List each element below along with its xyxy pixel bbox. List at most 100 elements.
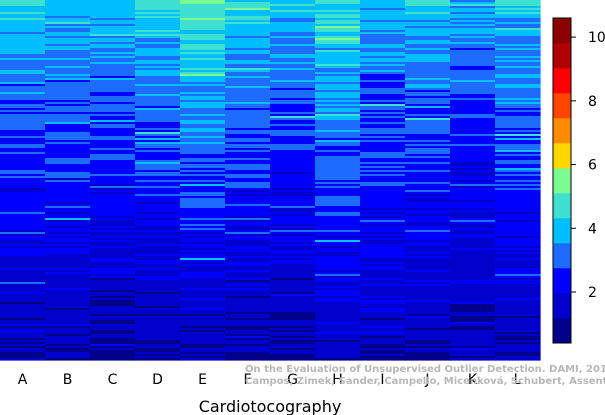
- heatmap-cell: [495, 224, 541, 227]
- heatmap-cell: [135, 276, 181, 279]
- heatmap-cell: [405, 318, 451, 321]
- heatmap-cell: [270, 278, 316, 281]
- heatmap-cell: [180, 358, 226, 361]
- heatmap-cell: [405, 202, 451, 205]
- heatmap-cell: [135, 296, 181, 299]
- heatmap-cell: [315, 216, 361, 219]
- heatmap-cell: [405, 340, 451, 343]
- heatmap-cell: [450, 240, 496, 243]
- heatmap-cell: [180, 222, 226, 225]
- heatmap-cell: [405, 60, 451, 63]
- heatmap-cell: [135, 198, 181, 201]
- heatmap-cell: [360, 242, 406, 245]
- heatmap-cell: [180, 56, 226, 59]
- heatmap-cell: [405, 280, 451, 283]
- heatmap-cell: [135, 174, 181, 177]
- heatmap-cell: [360, 202, 406, 205]
- heatmap-cell: [45, 56, 91, 59]
- heatmap-cell: [180, 346, 226, 349]
- heatmap-cell: [450, 52, 496, 55]
- heatmap-cell: [315, 290, 361, 293]
- heatmap-cell: [90, 58, 136, 61]
- heatmap-cell: [90, 298, 136, 301]
- heatmap-cell: [315, 126, 361, 129]
- heatmap-cell: [495, 320, 541, 323]
- heatmap-cell: [450, 228, 496, 231]
- heatmap-cell: [315, 56, 361, 59]
- heatmap-cell: [90, 156, 136, 159]
- heatmap-cell: [315, 38, 361, 41]
- heatmap-cell: [225, 124, 271, 127]
- heatmap-cell: [180, 334, 226, 337]
- heatmap-cell: [405, 108, 451, 111]
- heatmap-cell: [180, 302, 226, 305]
- heatmap-cell: [225, 224, 271, 227]
- heatmap-cell: [180, 202, 226, 205]
- heatmap-cell: [180, 80, 226, 83]
- heatmap-cell: [405, 314, 451, 317]
- heatmap-cell: [135, 298, 181, 301]
- heatmap-cell: [495, 188, 541, 191]
- x-tick-label: E: [198, 372, 207, 388]
- heatmap-cell: [225, 214, 271, 217]
- heatmap-cell: [405, 168, 451, 171]
- heatmap-cell: [450, 294, 496, 297]
- heatmap-cell: [360, 12, 406, 15]
- heatmap-cell: [45, 346, 91, 349]
- heatmap-cell: [360, 222, 406, 225]
- heatmap-cell: [180, 256, 226, 259]
- heatmap-cell: [405, 256, 451, 259]
- heatmap-cell: [225, 16, 271, 19]
- heatmap-cell: [135, 304, 181, 307]
- heatmap-cell: [495, 142, 541, 145]
- heatmap-cell: [0, 58, 46, 61]
- heatmap-cell: [45, 262, 91, 265]
- heatmap-cell: [405, 50, 451, 53]
- heatmap-cell: [270, 80, 316, 83]
- heatmap-cell: [135, 118, 181, 121]
- heatmap-cell: [135, 146, 181, 149]
- heatmap-cell: [495, 78, 541, 81]
- heatmap-cell: [495, 130, 541, 133]
- heatmap-cell: [135, 180, 181, 183]
- heatmap-cell: [0, 80, 46, 83]
- heatmap-cell: [405, 302, 451, 305]
- heatmap-cell: [90, 354, 136, 357]
- heatmap-cell: [135, 2, 181, 5]
- heatmap-cell: [450, 258, 496, 261]
- heatmap-cell: [360, 40, 406, 43]
- heatmap-cell: [360, 238, 406, 241]
- heatmap-cell: [180, 130, 226, 133]
- heatmap-cell: [225, 60, 271, 63]
- heatmap-cell: [405, 64, 451, 67]
- heatmap-cell: [450, 82, 496, 85]
- heatmap-cell: [225, 336, 271, 339]
- heatmap-cell: [270, 104, 316, 107]
- heatmap-cell: [0, 106, 46, 109]
- heatmap-cell: [45, 338, 91, 341]
- heatmap-cell: [135, 268, 181, 271]
- heatmap-cell: [180, 24, 226, 27]
- heatmap-cell: [315, 242, 361, 245]
- heatmap-cell: [0, 160, 46, 163]
- heatmap-cell: [90, 170, 136, 173]
- heatmap-cell: [0, 96, 46, 99]
- heatmap-cell: [450, 116, 496, 119]
- heatmap-cell: [315, 294, 361, 297]
- heatmap-cell: [315, 280, 361, 283]
- heatmap-cell: [450, 126, 496, 129]
- heatmap-cell: [405, 80, 451, 83]
- heatmap-cell: [450, 90, 496, 93]
- heatmap-cell: [45, 178, 91, 181]
- heatmap-cell: [315, 278, 361, 281]
- heatmap-cell: [0, 328, 46, 331]
- heatmap-cell: [180, 164, 226, 167]
- heatmap-cell: [360, 264, 406, 267]
- heatmap-cell: [90, 340, 136, 343]
- heatmap-cell: [270, 264, 316, 267]
- heatmap-cell: [405, 12, 451, 15]
- heatmap-cell: [180, 252, 226, 255]
- heatmap-cell: [0, 196, 46, 199]
- heatmap-cell: [270, 334, 316, 337]
- heatmap-cell: [450, 28, 496, 31]
